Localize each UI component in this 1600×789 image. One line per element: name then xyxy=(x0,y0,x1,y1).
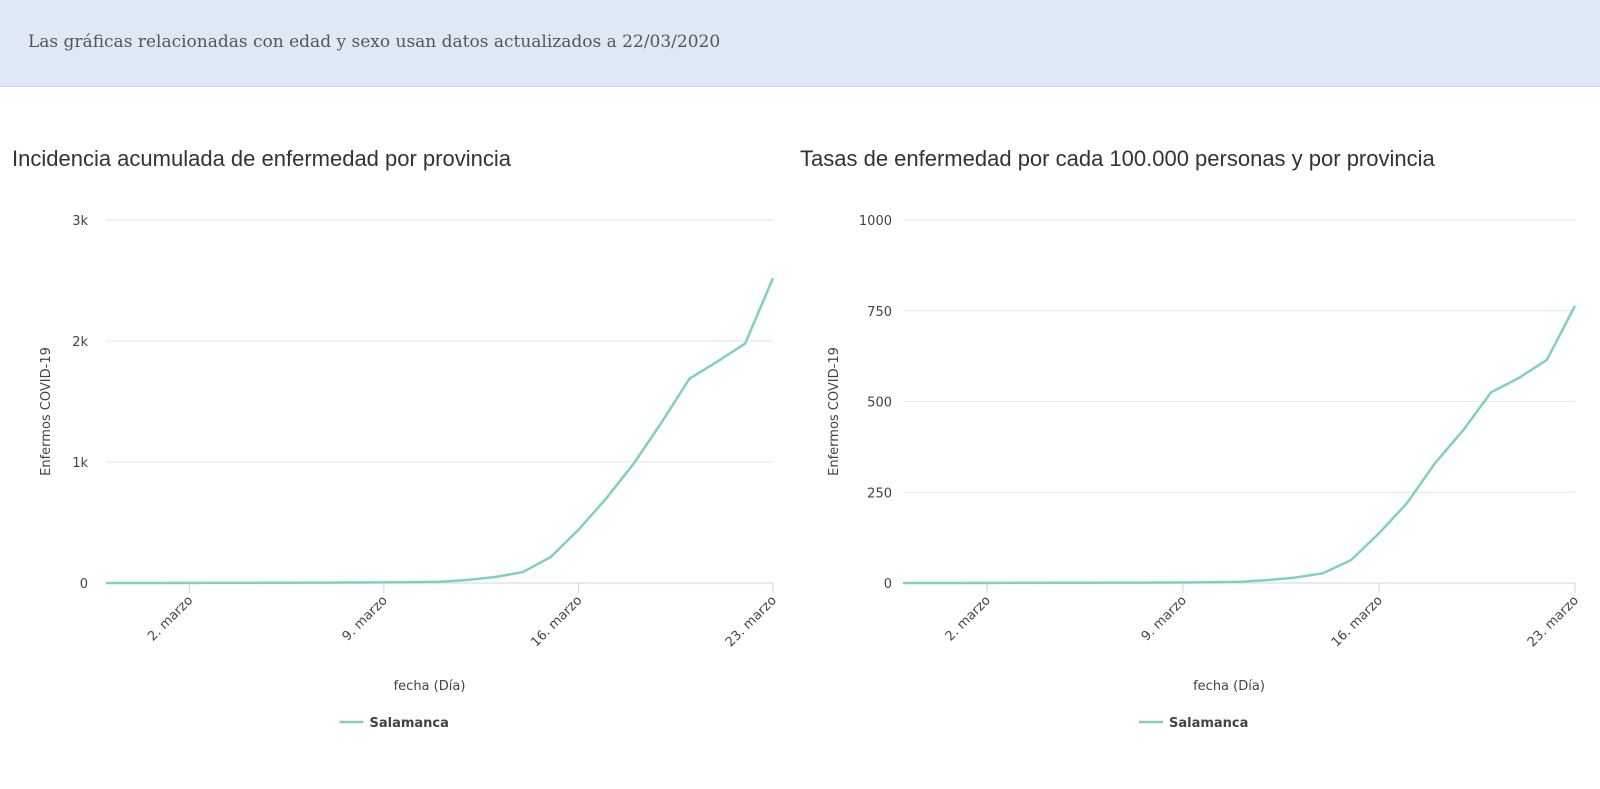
info-banner: Las gráficas relacionadas con edad y sex… xyxy=(0,0,1600,87)
y-tick-label: 2k xyxy=(72,335,88,350)
x-tick-label: 16. marzo xyxy=(528,593,585,650)
legend-item-salamanca[interactable]: Salamanca xyxy=(370,716,449,731)
x-tick-label: 23. marzo xyxy=(1525,593,1582,650)
x-axis-label: fecha (Día) xyxy=(394,679,466,694)
series-line-salamanca xyxy=(903,305,1577,585)
y-tick-label: 250 xyxy=(867,486,892,501)
legend-item-salamanca[interactable]: Salamanca xyxy=(1169,716,1248,731)
x-axis-label: fecha (Día) xyxy=(1193,679,1265,694)
x-tick-label: 9. marzo xyxy=(340,593,391,644)
y-tick-label: 0 xyxy=(80,577,88,592)
y-tick-label: 500 xyxy=(867,396,892,411)
y-tick-label: 3k xyxy=(72,214,88,229)
y-axis-label: Enfermos COVID-19 xyxy=(827,347,842,476)
x-tick-label: 2. marzo xyxy=(943,593,994,644)
y-tick-label: 0 xyxy=(884,577,892,592)
x-tick-label: 16. marzo xyxy=(1329,593,1386,650)
chart-title-incidencia: Incidencia acumulada de enfermedad por p… xyxy=(12,146,511,171)
series-line-salamanca xyxy=(106,277,775,585)
y-tick-label: 1k xyxy=(72,456,88,471)
x-tick-label: 23. marzo xyxy=(723,593,780,650)
y-tick-label: 1000 xyxy=(859,214,892,229)
x-tick-label: 9. marzo xyxy=(1139,593,1190,644)
chart-title-tasas: Tasas de enfermedad por cada 100.000 per… xyxy=(800,146,1435,171)
y-tick-label: 750 xyxy=(867,305,892,320)
x-tick-label: 2. marzo xyxy=(145,593,196,644)
banner-text: Las gráficas relacionadas con edad y sex… xyxy=(28,32,721,52)
y-axis-label: Enfermos COVID-19 xyxy=(39,347,54,476)
